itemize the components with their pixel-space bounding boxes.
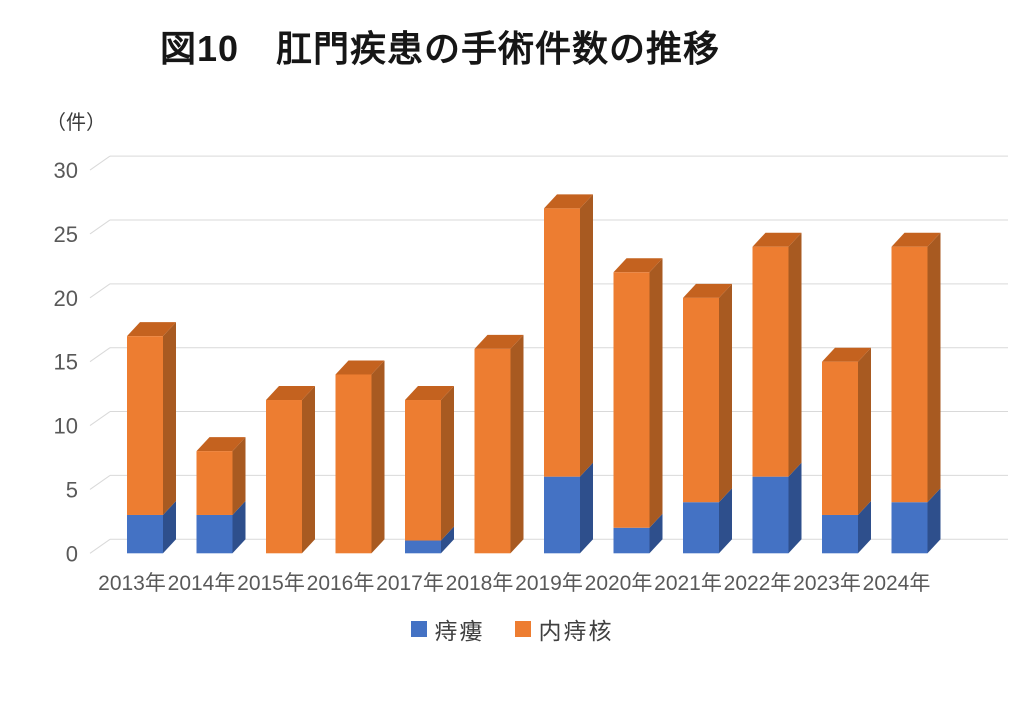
bar-segment-fistula-side: [788, 462, 802, 554]
legend-item-internal-hemorrhoid: 内痔核: [514, 612, 614, 646]
bar-segment-fistula-side: [719, 488, 732, 554]
bar-segment-hemorrhoid: [544, 208, 580, 477]
bar-segment-hemorrhoid-top: [891, 232, 941, 247]
bar-segment-hemorrhoid: [822, 361, 858, 515]
bar-segment-fistula-side: [232, 500, 246, 554]
y-axis-unit-label: （件）: [46, 112, 106, 134]
bar-segment-hemorrhoid: [196, 451, 233, 515]
bar-segment-hemorrhoid-top: [613, 258, 663, 273]
x-axis-label: 2017年: [376, 572, 444, 595]
bar-segment-fistula-side: [441, 526, 454, 554]
bar-segment-hemorrhoid: [405, 400, 441, 541]
bar-segment-hemorrhoid-side: [858, 347, 871, 515]
bar-segment-hemorrhoid-side: [371, 360, 385, 554]
chart-title: 図10 肛門疾患の手術件数の推移: [160, 28, 721, 69]
x-axis-label: 2020年: [585, 572, 653, 595]
bar-segment-fistula: [544, 476, 580, 554]
legend-swatch-fistula-icon: [410, 621, 427, 637]
x-axis-label: 2022年: [724, 572, 792, 595]
bar-segment-hemorrhoid: [683, 297, 719, 503]
bar-segment-fistula: [405, 540, 441, 554]
y-axis-tick-label: 15: [54, 350, 78, 375]
legend-label-internal-hemorrhoid: 内痔核: [538, 618, 614, 644]
bar-segment-hemorrhoid-side: [927, 232, 941, 503]
gridline-connector: [89, 347, 111, 363]
y-axis-tick-label: 0: [66, 541, 78, 566]
bar-segment-fistula-side: [649, 513, 663, 554]
bar-segment-hemorrhoid-side: [163, 322, 176, 515]
bar-segment-fistula: [891, 502, 928, 554]
bar-segment-hemorrhoid: [752, 246, 789, 477]
legend-item-fistula: 痔瘻: [410, 612, 485, 646]
bar-segment-hemorrhoid-top: [266, 386, 315, 401]
gridline-connector: [89, 283, 111, 299]
bar-segment-fistula: [822, 514, 858, 554]
bar-segment-hemorrhoid-side: [302, 386, 315, 554]
x-axis-label: 2021年: [654, 572, 722, 595]
bar-segment-hemorrhoid-side: [510, 334, 524, 554]
y-axis-tick-label: 30: [54, 158, 78, 183]
bar-segment-fistula: [613, 527, 650, 554]
bar-segment-hemorrhoid-side: [788, 232, 802, 477]
bar-segment-hemorrhoid-top: [335, 360, 385, 375]
bar-segment-hemorrhoid-top: [822, 347, 871, 362]
bar-segment-hemorrhoid-top: [752, 232, 802, 247]
gridline-connector: [89, 475, 111, 490]
bar-segment-hemorrhoid-side: [649, 258, 663, 528]
x-axis-label: 2024年: [863, 572, 931, 595]
x-axis-label: 2019年: [515, 572, 583, 595]
bar-segment-hemorrhoid-top: [127, 322, 176, 337]
y-axis-tick-label: 25: [54, 222, 78, 247]
bar-segment-fistula-side: [858, 500, 871, 554]
bar-segment-hemorrhoid-top: [683, 283, 732, 298]
legend-swatch-internal-hemorrhoid-icon: [514, 621, 531, 637]
bar-segment-fistula-side: [163, 500, 176, 554]
y-axis-tick-label: 5: [66, 477, 78, 502]
bar-segment-fistula: [683, 502, 719, 554]
x-axis-label: 2015年: [237, 572, 305, 595]
x-axis-label: 2018年: [446, 572, 514, 595]
y-axis-tick-label: 10: [54, 414, 78, 439]
gridline-connector: [89, 155, 111, 171]
bar-segment-hemorrhoid-side: [580, 194, 593, 477]
bar-segment-hemorrhoid: [127, 336, 163, 515]
bar-segment-fistula: [127, 514, 163, 554]
y-axis-tick-label: 20: [54, 286, 78, 311]
bar-segment-hemorrhoid-top: [544, 194, 593, 209]
x-axis-label: 2016年: [307, 572, 375, 595]
bar-segment-hemorrhoid-side: [719, 283, 732, 503]
bar-segment-hemorrhoid-side: [441, 386, 454, 541]
bar-segment-hemorrhoid: [335, 374, 372, 554]
chart-legend: 痔瘻 内痔核: [0, 612, 1024, 646]
bar-segment-hemorrhoid: [613, 272, 650, 528]
bar-segment-hemorrhoid-top: [474, 334, 524, 349]
bar-segment-hemorrhoid-top: [405, 386, 454, 401]
bar-segment-fistula: [752, 476, 789, 554]
x-axis-label: 2014年: [168, 572, 236, 595]
legend-label-fistula: 痔瘻: [434, 618, 485, 644]
bar-segment-fistula-side: [927, 488, 941, 554]
bar-segment-fistula: [196, 514, 233, 554]
bar-segment-hemorrhoid: [474, 348, 511, 554]
x-axis-label: 2023年: [793, 572, 861, 595]
gridline-connector: [89, 538, 111, 554]
bar-segment-fistula-side: [580, 462, 593, 554]
gridline-connector: [89, 411, 111, 426]
bar-segment-hemorrhoid-side: [232, 437, 246, 515]
bar-segment-hemorrhoid: [891, 246, 928, 503]
bar-segment-hemorrhoid-top: [196, 437, 246, 452]
gridline-connector: [89, 219, 111, 235]
x-axis-label: 2013年: [98, 572, 166, 595]
bar-segment-hemorrhoid: [266, 400, 302, 554]
